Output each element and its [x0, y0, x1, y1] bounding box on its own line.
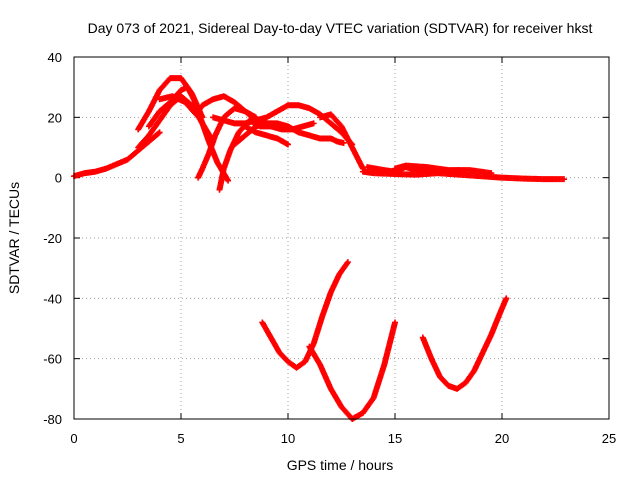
x-axis-label: GPS time / hours: [287, 457, 394, 473]
y-axis-label: SDTVAR / TECUs: [6, 182, 22, 294]
series-tail-c: [392, 162, 495, 177]
data-point: [285, 141, 291, 148]
y-tick-label: 0: [55, 171, 62, 186]
y-tick-label: 40: [48, 50, 62, 65]
series-arc-f: [216, 117, 317, 193]
grid: [74, 57, 609, 419]
data-series-layer: [71, 75, 568, 422]
series-arc-h: [231, 120, 347, 148]
data-point: [310, 120, 317, 127]
series-arc-i: [242, 123, 291, 148]
data-point: [561, 176, 568, 183]
data-point: [155, 130, 162, 137]
y-tick-label: 20: [48, 110, 62, 125]
y-tick-label: -20: [43, 231, 62, 246]
y-tick-label: -60: [43, 352, 62, 367]
x-tick-label: 5: [177, 431, 184, 446]
series-arc-e: [195, 105, 259, 181]
series-arc-j: [317, 111, 366, 172]
series-neg-arc-2: [306, 319, 398, 422]
series-baseline: [71, 129, 163, 180]
x-tick-label: 15: [388, 431, 402, 446]
plot-frame: [73, 56, 610, 420]
y-tick-label: -80: [43, 412, 62, 427]
data-point: [156, 129, 163, 136]
x-tick-label: 10: [281, 431, 295, 446]
x-tick-label: 0: [70, 431, 77, 446]
data-point: [225, 177, 232, 184]
x-tick-label: 20: [495, 431, 509, 446]
data-point: [488, 170, 495, 177]
data-point: [392, 319, 398, 326]
x-tick-label: 25: [602, 431, 616, 446]
y-tick-label: -40: [43, 291, 62, 306]
data-point: [344, 259, 351, 266]
data-point: [340, 139, 347, 146]
data-point: [503, 295, 510, 302]
chart-title: Day 073 of 2021, Sidereal Day-to-day VTE…: [88, 20, 593, 36]
series-neg-arc-3: [419, 295, 510, 392]
series-neg-arc-1: [259, 259, 351, 371]
